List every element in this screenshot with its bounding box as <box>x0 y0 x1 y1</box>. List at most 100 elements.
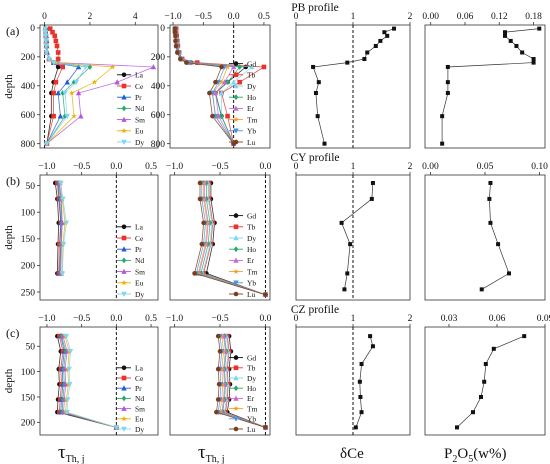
legend-label-lu: Lu <box>247 290 256 299</box>
point-lu <box>197 180 203 186</box>
x-label-p2o5-o: O <box>457 446 468 462</box>
data-point <box>537 26 542 31</box>
x-tick-label: −1.0 <box>166 314 183 324</box>
legend-marker <box>233 426 239 432</box>
legend-label-gd: Gd <box>247 59 256 68</box>
point-tb <box>237 79 242 85</box>
point-tm <box>204 219 211 226</box>
point-ce <box>50 29 55 35</box>
x-tick-label: 2 <box>408 162 413 172</box>
panel-r1-c2: −1.0 −0.5 0.0 0.5 0 200 400 600 800 Gd Tb Dy Ho Er Tm Y… <box>151 12 271 150</box>
data-point <box>455 425 459 430</box>
point-tb <box>225 113 230 119</box>
point-ce <box>47 26 53 31</box>
x-tick-label: −0.5 <box>195 12 212 22</box>
point-lu <box>219 64 224 70</box>
data-point <box>385 33 390 38</box>
profile-title-cz: CZ profile <box>291 304 339 316</box>
legend-label-ho: Ho <box>247 245 256 254</box>
profile-line <box>441 28 540 144</box>
legend-label-tm: Tm <box>247 267 258 276</box>
y-tick-label: 150 <box>21 235 36 245</box>
legend-marker <box>233 224 239 230</box>
data-point <box>316 80 321 85</box>
y-tick-label: 400 <box>151 82 166 92</box>
x-label-p2o5-p: P <box>444 446 452 462</box>
legend-marker <box>233 268 239 275</box>
panel-r1-c1: 0 2 4 0 200 400 600 800 depth (a) La Ce Pr Nd Sm Eu Dy <box>3 12 159 150</box>
x-tick-label: 0.5 <box>145 162 157 172</box>
data-point <box>368 334 373 339</box>
point-dy <box>249 64 255 70</box>
point-lu <box>216 381 222 387</box>
series-line-pr <box>45 28 80 144</box>
point-dy <box>62 90 68 96</box>
profile-title-cy: CY profile <box>290 152 339 164</box>
point-lu <box>210 113 215 119</box>
point-lu <box>213 79 218 85</box>
legend-label-gd: Gd <box>247 353 256 362</box>
legend-label-eu: Eu <box>135 415 144 424</box>
legend-label-dy: Dy <box>135 138 144 147</box>
data-point <box>373 43 378 48</box>
plot-frame <box>424 326 546 436</box>
legend-marker <box>233 416 239 422</box>
point-er <box>212 90 219 96</box>
series-line-lu <box>174 28 234 144</box>
data-point <box>339 220 344 225</box>
point-sm <box>114 79 120 85</box>
legend-marker <box>233 257 239 263</box>
profile-line <box>456 335 525 428</box>
legend-marker <box>121 279 127 286</box>
legend-marker <box>233 405 239 412</box>
legend-label-dy: Dy <box>135 290 144 299</box>
legend-marker <box>233 61 239 66</box>
point-ho <box>205 241 211 248</box>
legend-marker <box>233 246 239 253</box>
legend-label-gd: Gd <box>247 211 256 220</box>
point-ce <box>55 56 61 62</box>
legend-label-pr: Pr <box>135 93 142 102</box>
data-point <box>491 346 496 351</box>
data-point <box>365 50 370 55</box>
legend: Gd Tb Dy Ho Er Tm Yb Lu <box>229 211 258 299</box>
x-tick-label: 0.18 <box>525 12 542 22</box>
point-lu <box>207 90 212 96</box>
data-point <box>503 33 507 38</box>
point-dy <box>113 425 120 431</box>
legend-marker <box>121 426 127 432</box>
point-eu <box>91 79 98 85</box>
legend-label-sm: Sm <box>135 267 145 276</box>
legend-label-tb: Tb <box>247 364 256 373</box>
point-er <box>215 113 222 119</box>
x-tick-label: 0.09 <box>537 314 550 324</box>
point-tm <box>200 195 207 202</box>
x-label-tau-2-subscript: Th, j <box>206 454 225 464</box>
point-ce <box>55 50 61 55</box>
x-tick-label: 0.12 <box>491 12 508 22</box>
data-point <box>508 38 513 43</box>
point-dy <box>42 33 49 39</box>
data-point <box>359 362 364 367</box>
y-tick-label: 100 <box>21 209 36 219</box>
point-lu <box>263 425 268 430</box>
legend-label-dy: Dy <box>247 82 256 91</box>
x-tick-label: 0 <box>42 12 47 22</box>
point-dy <box>46 56 52 62</box>
point-dy <box>66 366 72 372</box>
point-dy <box>63 333 70 340</box>
bottom-labels: τTh, j τTh, j δCe P2O5(w%) <box>58 442 507 464</box>
data-point <box>359 410 364 415</box>
point-sm <box>59 219 65 226</box>
x-tick-label: 0.05 <box>477 162 494 172</box>
x-tick-label: −1.0 <box>38 162 55 172</box>
point-ho <box>204 196 209 202</box>
point-dy <box>43 50 50 56</box>
data-point <box>353 425 358 430</box>
point-tm <box>218 79 225 85</box>
x-tick-label: 4 <box>133 12 138 22</box>
point-tm <box>195 270 202 276</box>
y-tick-label: 100 <box>21 368 36 378</box>
x-tick-label: −0.5 <box>211 162 228 172</box>
y-axis-label: depth <box>3 368 15 393</box>
